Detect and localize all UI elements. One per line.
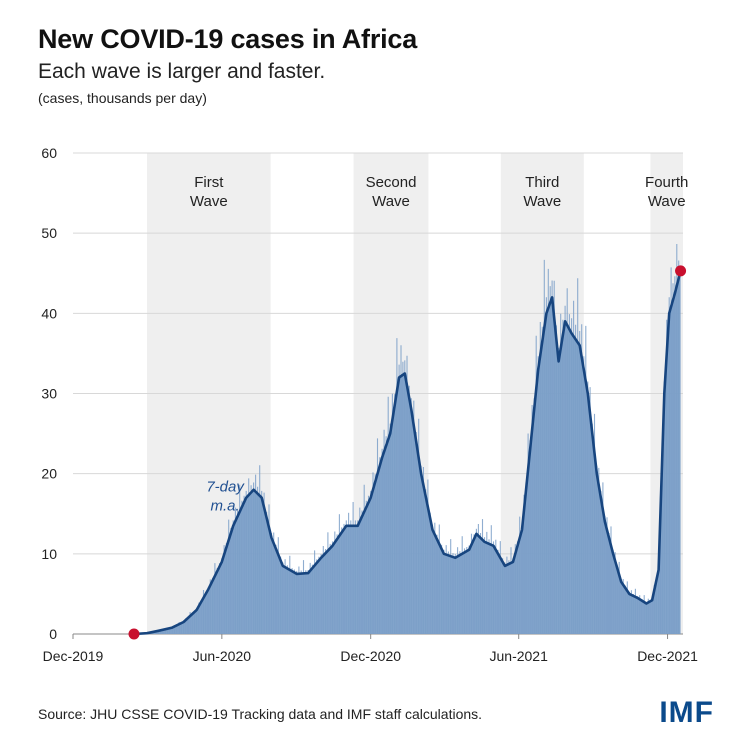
page-subtitle: Each wave is larger and faster. — [38, 60, 326, 83]
wave-label-2-line2: Wave — [372, 193, 410, 210]
wave-label-1-line2: Wave — [190, 193, 228, 210]
ma-annotation-line1: 7-day — [206, 478, 245, 495]
page-title: New COVID-19 cases in Africa — [38, 24, 418, 54]
imf-logo: IMF — [659, 696, 714, 729]
daily-cases-area — [134, 244, 681, 634]
ma-annotation-line2: m.a. — [210, 498, 239, 515]
markers — [128, 265, 687, 640]
y-tick-50: 50 — [41, 225, 57, 241]
wave-label-3-line1: Third — [525, 174, 559, 191]
x-tick-1: Dec-2019 — [43, 648, 104, 664]
y-axis: 0 10 20 30 40 50 60 — [41, 145, 57, 642]
moving-average-line — [133, 270, 682, 636]
moving-average-path — [133, 270, 682, 636]
x-tick-4: Jun-2021 — [490, 648, 549, 664]
wave-label-2-line1: Second — [366, 174, 417, 191]
marker-2 — [675, 265, 687, 277]
y-tick-40: 40 — [41, 305, 57, 321]
y-tick-60: 60 — [41, 145, 57, 161]
marker-1 — [128, 628, 140, 640]
x-tick-3: Dec-2020 — [340, 648, 401, 664]
wave-label-3-line2: Wave — [523, 193, 561, 210]
y-tick-0: 0 — [49, 626, 57, 642]
y-tick-30: 30 — [41, 386, 57, 402]
chart: 0 10 20 30 40 50 60 Dec-2019 Jun-2020 Dec-2020 Ju… — [41, 145, 698, 664]
x-axis: Dec-2019 Jun-2020 Dec-2020 Jun-2021 Dec-2021 — [43, 634, 698, 664]
x-tick-5: Dec-2021 — [637, 648, 698, 664]
y-tick-10: 10 — [41, 546, 57, 562]
unit-label: (cases, thousands per day) — [38, 90, 207, 106]
y-tick-20: 20 — [41, 466, 57, 482]
wave-label-4-line2: Wave — [648, 193, 686, 210]
wave-labels: First Wave Second Wave Third Wave Fourth Wave 7-… — [190, 174, 688, 515]
wave-label-1-line1: First — [194, 174, 224, 191]
x-tick-2: Jun-2020 — [193, 648, 252, 664]
wave-label-4-line1: Fourth — [645, 174, 688, 191]
source-note: Source: JHU CSSE COVID-19 Tracking data … — [38, 706, 483, 722]
